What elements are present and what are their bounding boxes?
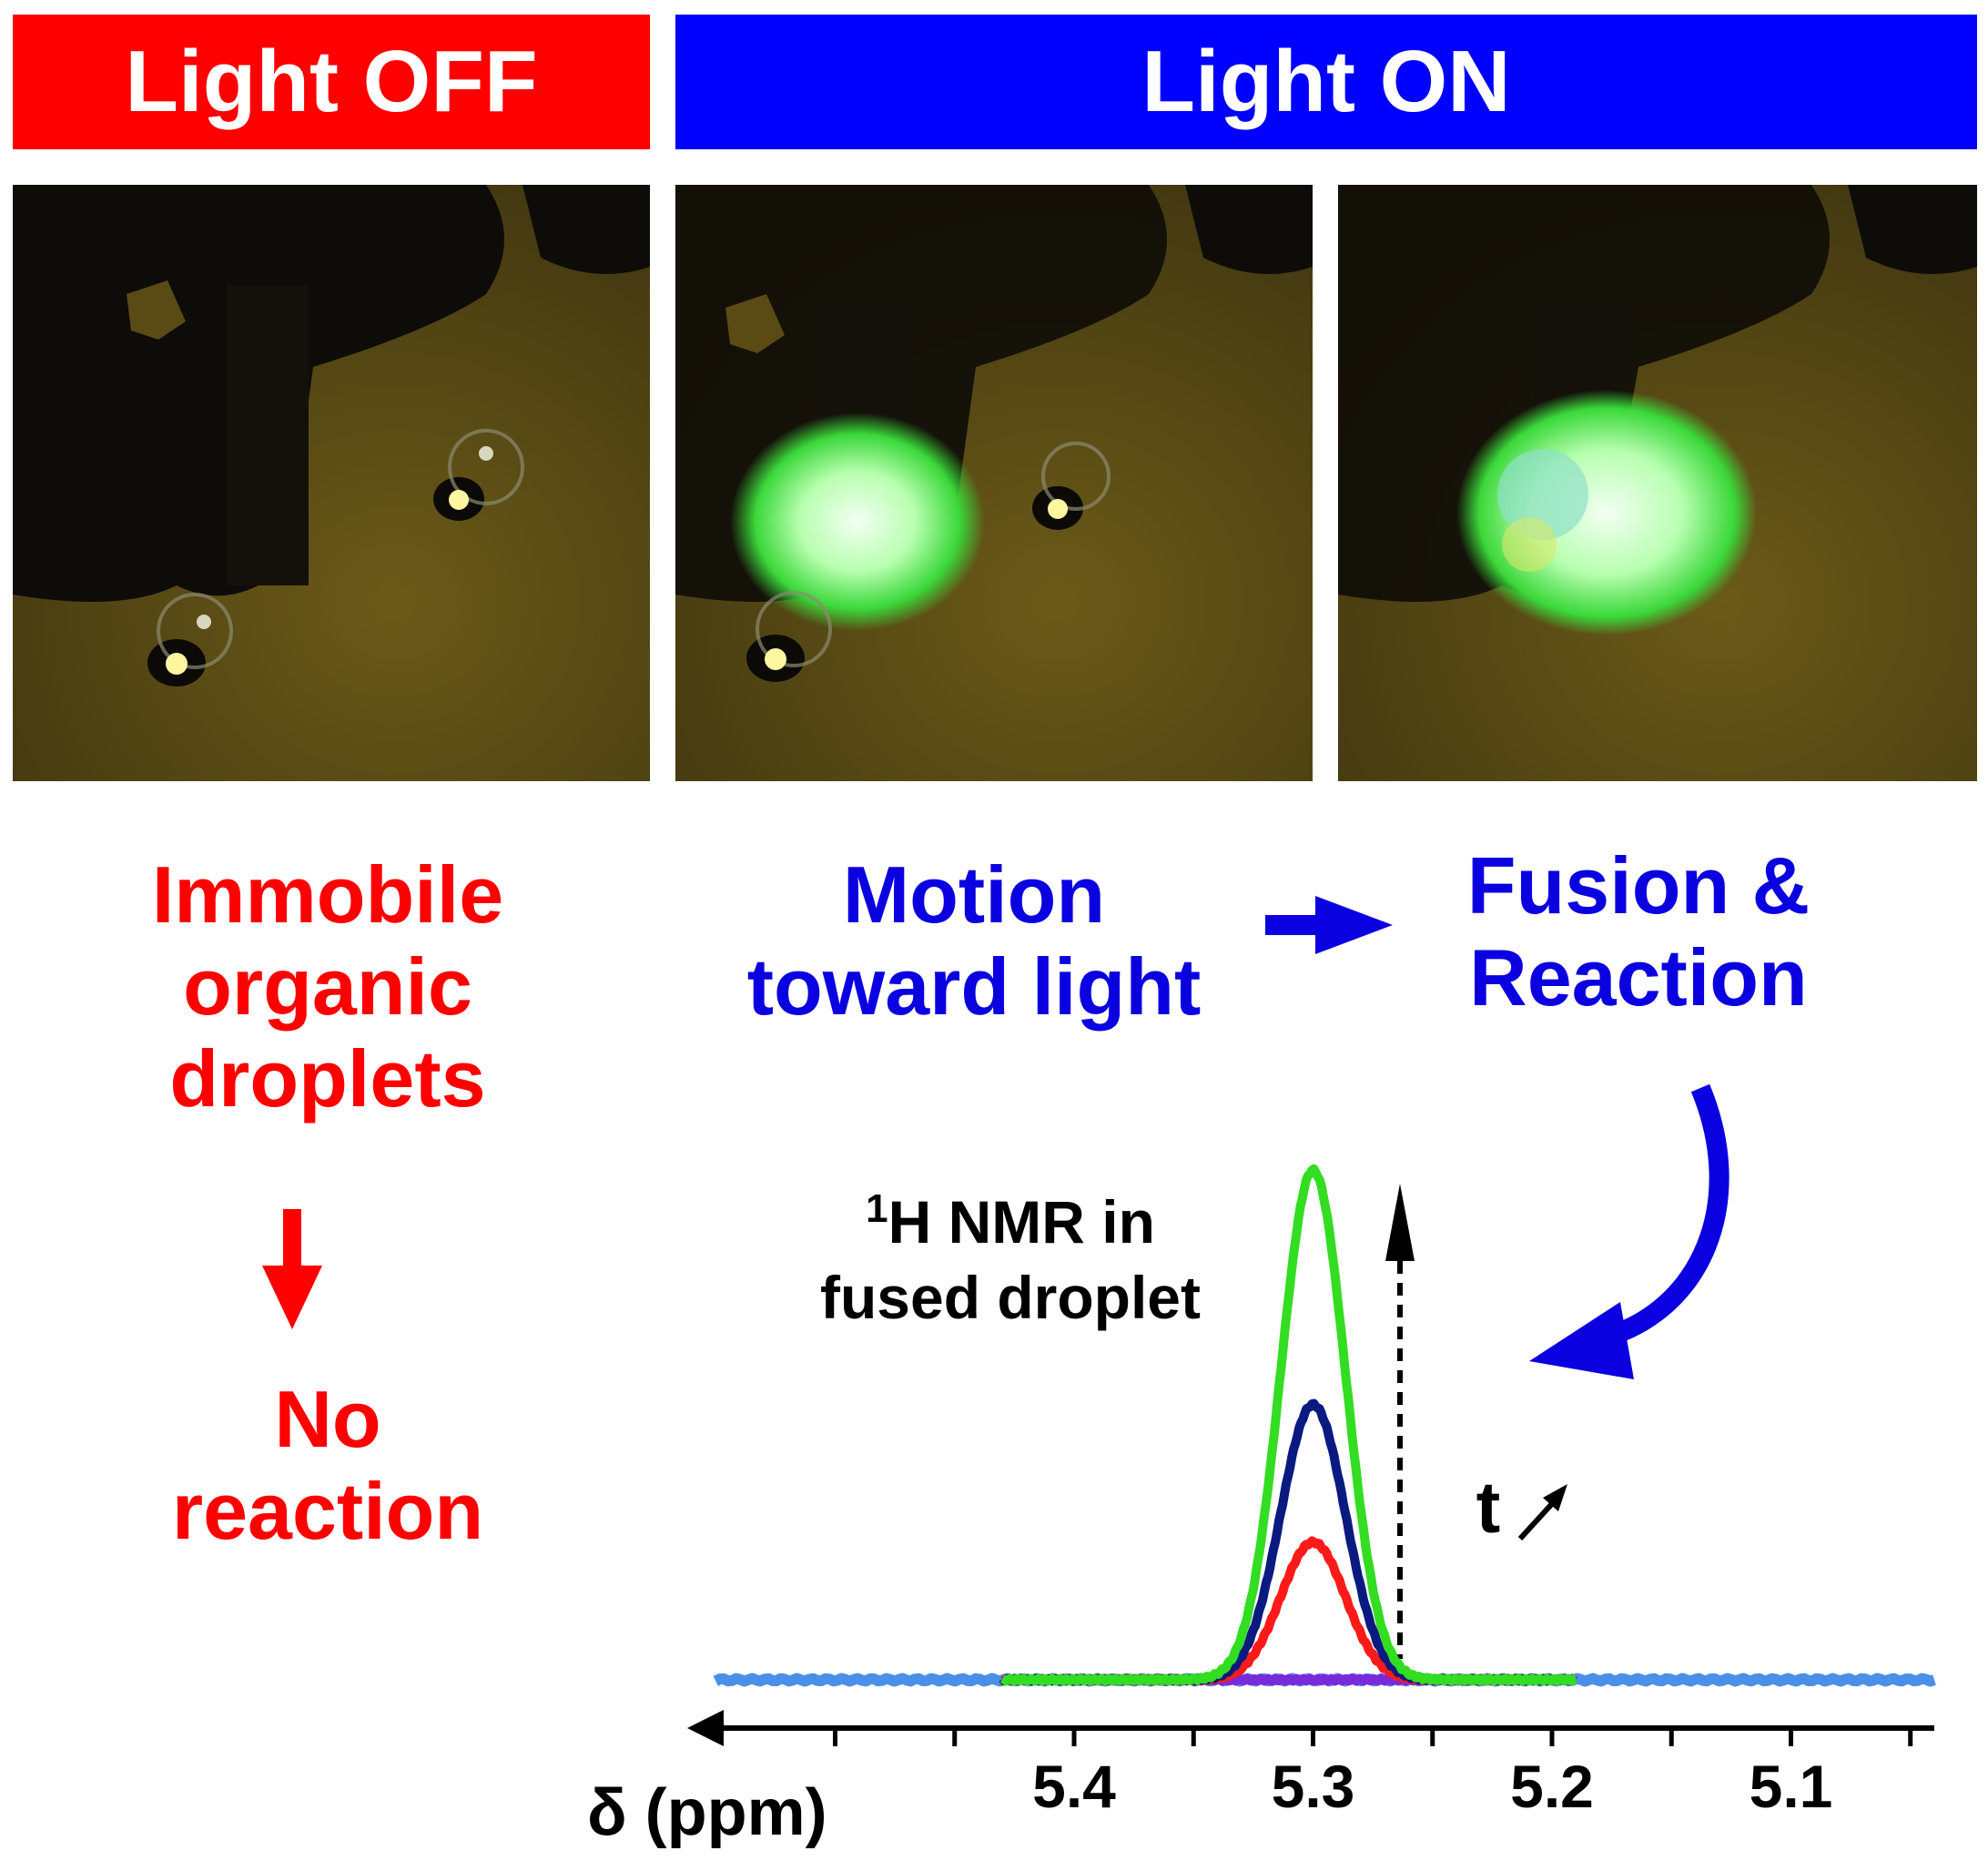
time-dashed-arrow (1385, 1184, 1415, 1659)
x-tick-label: 5.3 (1272, 1753, 1355, 1820)
nmr-series (713, 1164, 1936, 1687)
nmr-line2: fused droplet (819, 1263, 1201, 1331)
nmr-label: 1H NMR in fused droplet (756, 1184, 1265, 1335)
nmr-series-line (999, 1164, 1579, 1686)
caption-fusion-reaction: Fusion & Reaction (1466, 840, 1810, 1023)
caption-immobile-droplets: Immobile organic droplets (151, 849, 504, 1124)
nmr-series-line (999, 1536, 1556, 1686)
nmr-line1: H NMR in (888, 1188, 1155, 1256)
nmr-chart: 5.4 5.3 5.2 5.1 δ (ppm) (587, 1164, 1936, 1849)
red-down-arrow (262, 1209, 322, 1329)
photo-light-off (13, 185, 650, 781)
photo-light-on-motion (675, 185, 1313, 781)
x-tick-label: 5.2 (1510, 1753, 1594, 1820)
photo-light-on-fusion (1338, 185, 1977, 781)
blue-curved-arrow (1529, 1083, 1729, 1379)
blue-right-arrow (1265, 896, 1393, 954)
caption-no-reaction: No reaction (171, 1374, 484, 1557)
x-axis-label: δ (ppm) (587, 1776, 827, 1849)
x-axis-ticks: 5.4 5.3 5.2 5.1 (833, 1728, 1913, 1820)
nmr-superscript: 1 (866, 1186, 888, 1231)
time-small-arrow (1517, 1484, 1567, 1541)
caption-motion-toward-light: Motion toward light (746, 849, 1202, 1032)
time-label: t (1476, 1467, 1501, 1548)
light-on-banner: Light ON (675, 15, 1977, 149)
light-off-label: Light OFF (125, 33, 538, 130)
x-axis: 5.4 5.3 5.2 5.1 (687, 1710, 1934, 1820)
light-off-banner: Light OFF (13, 15, 650, 149)
x-tick-label: 5.1 (1750, 1753, 1833, 1820)
x-tick-label: 5.4 (1032, 1753, 1116, 1820)
x-axis-arrowhead (687, 1710, 724, 1746)
light-on-label: Light ON (1141, 33, 1511, 130)
